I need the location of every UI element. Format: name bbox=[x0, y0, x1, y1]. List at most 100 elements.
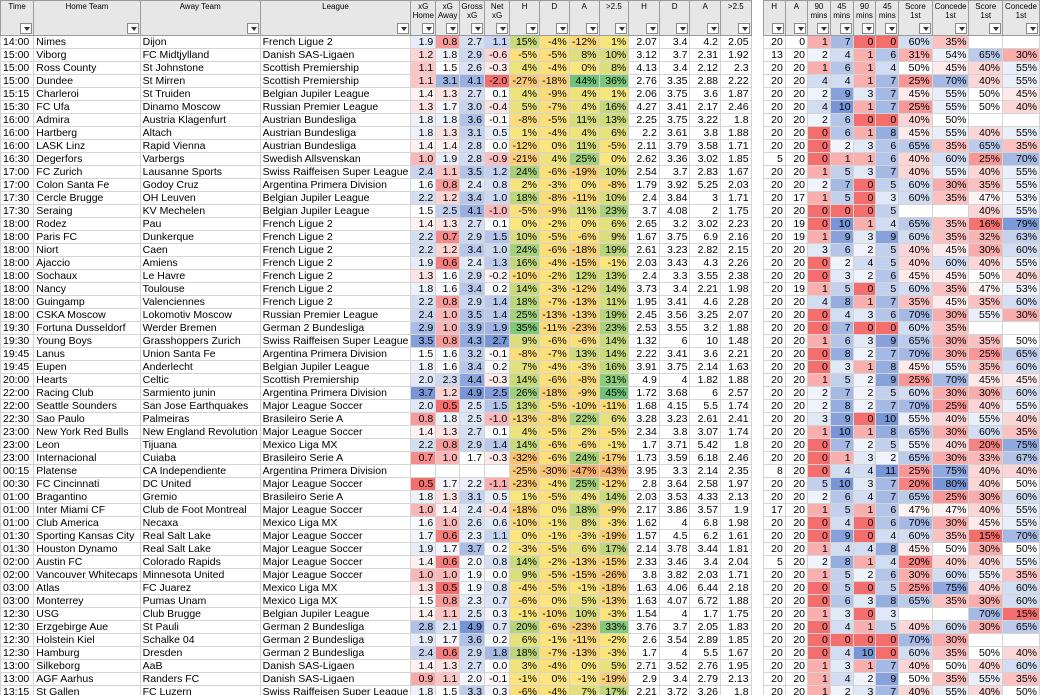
cell-24[interactable]: 35% bbox=[931, 282, 970, 296]
cell-5[interactable]: 1.3 bbox=[435, 425, 461, 439]
cell-22[interactable]: 3 bbox=[875, 191, 900, 205]
cell-25[interactable]: 40% bbox=[968, 555, 1003, 569]
cell-24[interactable]: 70% bbox=[931, 373, 970, 387]
cell-10[interactable]: 8% bbox=[568, 48, 600, 62]
cell-2[interactable]: DC United bbox=[139, 477, 261, 491]
cell-17[interactable]: 13 bbox=[762, 48, 786, 62]
cell-12[interactable]: 2.9 bbox=[628, 672, 660, 686]
cell-20[interactable]: 5 bbox=[829, 581, 854, 595]
cell-15[interactable]: 1.88 bbox=[720, 126, 752, 140]
cell-19[interactable]: 1 bbox=[807, 659, 831, 673]
cell-23[interactable]: 40% bbox=[898, 620, 933, 634]
cell-9[interactable]: -2% bbox=[538, 269, 570, 283]
cell-5[interactable]: 0.8 bbox=[435, 35, 461, 49]
cell-18[interactable]: 20 bbox=[784, 126, 809, 140]
cell-19[interactable]: 5 bbox=[807, 477, 831, 491]
cell-13[interactable]: 3.41 bbox=[658, 295, 691, 309]
cell-5[interactable]: 1.3 bbox=[435, 126, 461, 140]
cell-25[interactable]: 30% bbox=[968, 243, 1003, 257]
cell-9[interactable]: -4% bbox=[538, 659, 570, 673]
cell-7[interactable]: -1.0 bbox=[484, 204, 511, 218]
cell-21[interactable]: 0 bbox=[852, 581, 877, 595]
cell-19[interactable]: 3 bbox=[807, 243, 831, 257]
cell-12[interactable]: 1.7 bbox=[628, 438, 660, 452]
cell-4[interactable]: 1.9 bbox=[410, 542, 437, 556]
cell-18[interactable]: 20 bbox=[784, 555, 809, 569]
cell-23[interactable]: 35% bbox=[898, 295, 933, 309]
cell-22[interactable]: 6 bbox=[875, 48, 900, 62]
cell-0[interactable]: 00:15 bbox=[0, 464, 35, 478]
cell-0[interactable]: 17:30 bbox=[0, 191, 35, 205]
cell-0[interactable]: 18:00 bbox=[0, 269, 35, 283]
cell-2[interactable]: Minnesota United bbox=[139, 568, 261, 582]
cell-9[interactable]: -7% bbox=[538, 295, 570, 309]
cell-9[interactable]: -4% bbox=[538, 477, 570, 491]
cell-20[interactable]: 8 bbox=[829, 555, 854, 569]
cell-13[interactable]: 3.4 bbox=[658, 672, 691, 686]
cell-9[interactable]: -4% bbox=[538, 360, 570, 374]
cell-7[interactable]: 1.5 bbox=[484, 399, 511, 413]
cell-2[interactable]: Le Havre bbox=[139, 269, 261, 283]
cell-23[interactable]: 40% bbox=[898, 659, 933, 673]
cell-24[interactable]: 50% bbox=[931, 113, 970, 127]
cell-6[interactable]: 3.9 bbox=[459, 321, 486, 335]
cell-24[interactable]: 30% bbox=[931, 347, 970, 361]
cell-10[interactable]: 13% bbox=[568, 347, 600, 361]
cell-6[interactable]: 2.9 bbox=[459, 295, 486, 309]
cell-24[interactable]: 45% bbox=[931, 243, 970, 257]
column-header-24[interactable]: Concede 1st bbox=[931, 0, 970, 36]
cell-19[interactable]: 1 bbox=[807, 672, 831, 686]
cell-3[interactable]: French Ligue 2 bbox=[259, 230, 412, 244]
cell-15[interactable]: 1.8 bbox=[720, 113, 752, 127]
cell-19[interactable]: 0 bbox=[807, 451, 831, 465]
cell-21[interactable]: 0 bbox=[852, 529, 877, 543]
cell-15[interactable]: 2.26 bbox=[720, 256, 752, 270]
cell-14[interactable]: 3.25 bbox=[689, 308, 721, 322]
cell-21[interactable]: 1 bbox=[852, 100, 877, 114]
cell-8[interactable]: -5% bbox=[509, 48, 540, 62]
cell-22[interactable]: 7 bbox=[875, 477, 900, 491]
cell-3[interactable]: Danish SAS-Ligaen bbox=[259, 48, 412, 62]
cell-12[interactable]: 2.03 bbox=[628, 256, 660, 270]
cell-25[interactable]: 40% bbox=[968, 659, 1003, 673]
cell-1[interactable]: New York Red Bulls bbox=[33, 425, 141, 439]
cell-14[interactable]: 2.05 bbox=[689, 620, 721, 634]
cell-10[interactable]: -12% bbox=[568, 35, 600, 49]
cell-17[interactable]: 20 bbox=[762, 451, 786, 465]
cell-4[interactable]: 1.5 bbox=[410, 347, 437, 361]
column-header-25[interactable]: Score 1st bbox=[968, 0, 1003, 36]
cell-3[interactable]: Swiss Raiffeisen Super League bbox=[259, 685, 412, 695]
cell-10[interactable]: -6% bbox=[568, 230, 600, 244]
cell-21[interactable]: 2 bbox=[852, 373, 877, 387]
filter-dropdown-icon[interactable] bbox=[885, 23, 898, 34]
cell-6[interactable]: 2.2 bbox=[459, 477, 486, 491]
cell-11[interactable]: 17% bbox=[598, 685, 630, 695]
cell-19[interactable]: 0 bbox=[807, 347, 831, 361]
cell-0[interactable]: 18:00 bbox=[0, 230, 35, 244]
cell-10[interactable]: 44% bbox=[568, 74, 600, 88]
cell-9[interactable]: -4% bbox=[538, 61, 570, 75]
cell-2[interactable]: Anderlecht bbox=[139, 360, 261, 374]
cell-9[interactable]: -11% bbox=[538, 321, 570, 335]
cell-17[interactable]: 20 bbox=[762, 438, 786, 452]
cell-19[interactable]: 1 bbox=[807, 685, 831, 695]
cell-20[interactable]: 5 bbox=[829, 373, 854, 387]
cell-7[interactable]: 1.1 bbox=[484, 529, 511, 543]
cell-6[interactable]: 2.9 bbox=[459, 48, 486, 62]
cell-10[interactable]: -15% bbox=[568, 568, 600, 582]
cell-23[interactable]: 70% bbox=[898, 516, 933, 530]
cell-4[interactable]: 1.4 bbox=[410, 139, 437, 153]
filter-dropdown-icon[interactable] bbox=[955, 23, 968, 34]
cell-7[interactable]: 1.2 bbox=[484, 165, 511, 179]
cell-1[interactable]: Charleroi bbox=[33, 87, 141, 101]
cell-13[interactable]: 3.41 bbox=[658, 347, 691, 361]
cell-7[interactable]: -0.3 bbox=[484, 61, 511, 75]
cell-11[interactable]: -3% bbox=[598, 646, 630, 660]
filter-dropdown-icon[interactable] bbox=[525, 23, 538, 34]
cell-13[interactable]: 3.2 bbox=[658, 217, 691, 231]
cell-23[interactable]: 55% bbox=[898, 412, 933, 426]
cell-1[interactable]: Ajaccio bbox=[33, 256, 141, 270]
cell-22[interactable]: 0 bbox=[875, 321, 900, 335]
cell-18[interactable]: 20 bbox=[784, 659, 809, 673]
cell-25[interactable]: 40% bbox=[968, 581, 1003, 595]
